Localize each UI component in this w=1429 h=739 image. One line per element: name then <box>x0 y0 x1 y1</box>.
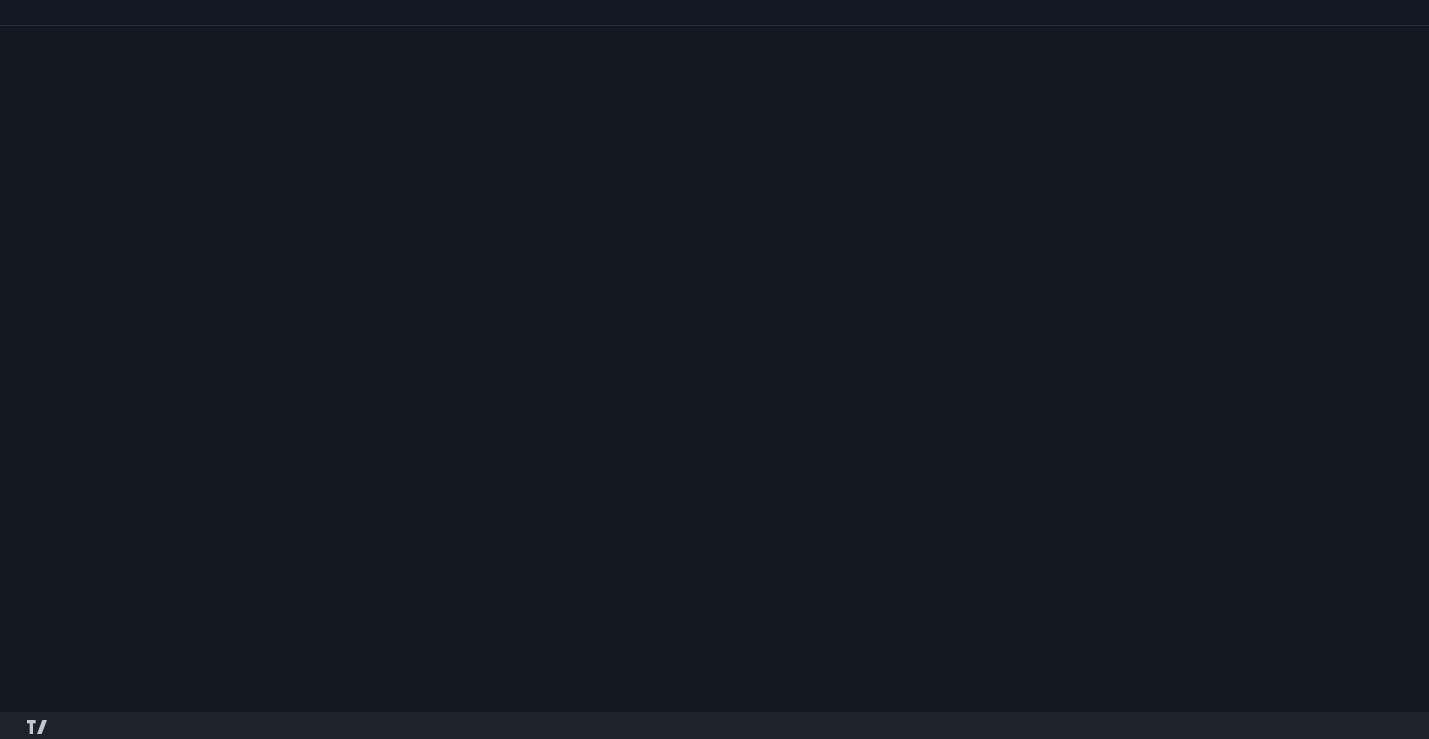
footer-bar <box>0 711 1429 739</box>
publish-bar <box>0 0 1429 26</box>
price-axis[interactable] <box>1358 26 1429 706</box>
tradingview-logo-icon[interactable] <box>27 719 47 738</box>
time-axis[interactable] <box>0 683 1358 706</box>
symbol-legend[interactable] <box>30 31 48 46</box>
